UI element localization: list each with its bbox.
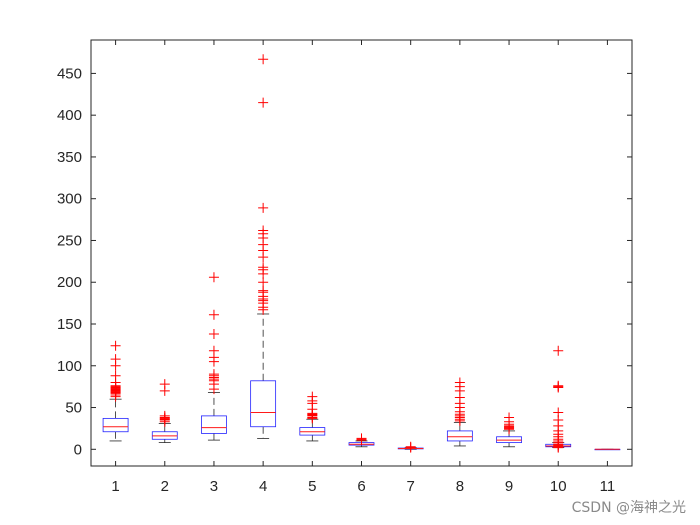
- x-tick-label: 5: [308, 478, 316, 495]
- outlier-marker: [208, 309, 219, 320]
- x-tick-label: 11: [600, 478, 616, 495]
- y-tick-label: 50: [65, 400, 82, 417]
- box-group-10: [545, 345, 572, 453]
- box-group-9: [496, 412, 522, 448]
- outlier-marker: [159, 410, 170, 421]
- box-group-6: [348, 433, 375, 448]
- x-tick-label: 3: [210, 478, 218, 495]
- box-group-7: [397, 441, 424, 453]
- y-tick-label: 450: [57, 65, 82, 82]
- outlier-marker: [258, 262, 269, 273]
- plot-frame: [90, 39, 633, 467]
- y-tick-label: 0: [74, 441, 82, 458]
- y-tick-label: 200: [57, 274, 82, 291]
- box-group-8: [446, 377, 473, 447]
- box-group-1: [102, 340, 129, 442]
- outlier-marker: [553, 345, 564, 356]
- outlier-marker: [504, 412, 515, 423]
- outlier-marker: [110, 370, 121, 381]
- outlier-marker: [258, 277, 269, 288]
- outlier-marker: [553, 407, 564, 418]
- y-tick-label: 150: [57, 316, 82, 333]
- outlier-marker: [258, 285, 269, 296]
- box-group-5: [299, 391, 326, 442]
- outlier-marker: [110, 354, 121, 365]
- outlier-marker: [208, 272, 219, 283]
- x-tick-label: 10: [550, 478, 567, 495]
- y-tick-label: 350: [57, 149, 82, 166]
- outlier-marker: [110, 340, 121, 351]
- outlier-marker: [405, 441, 416, 452]
- x-tick-label: 1: [111, 478, 119, 495]
- y-tick-label: 400: [57, 107, 82, 124]
- outlier-marker: [258, 225, 269, 236]
- box-group-2: [151, 379, 178, 444]
- y-tick-label: 300: [57, 191, 82, 208]
- outlier-marker: [258, 54, 269, 65]
- outlier-marker: [258, 202, 269, 213]
- y-tick-label: 100: [57, 358, 82, 375]
- outlier-marker: [208, 345, 219, 356]
- box: [102, 417, 129, 433]
- outlier-marker: [208, 329, 219, 340]
- outlier-marker: [208, 369, 219, 380]
- box-layer: [102, 54, 621, 453]
- y-tick-label: 250: [57, 232, 82, 249]
- box-group-11: [594, 448, 621, 451]
- watermark: CSDN @海神之光: [571, 500, 686, 516]
- x-tick-label: 9: [505, 478, 513, 495]
- x-tick-label: 6: [357, 478, 365, 495]
- outlier-marker: [553, 380, 564, 391]
- box-group-3: [201, 272, 227, 441]
- y-axis: 0 50 100 150 200 250 300 350 400 450: [57, 65, 632, 458]
- x-tick-label: 7: [407, 478, 415, 495]
- outlier-marker: [356, 433, 367, 444]
- box-group-4: [250, 54, 277, 439]
- x-axis: 1 2 3 4 5 6 7 8 9 10 11: [111, 40, 615, 495]
- outlier-marker: [159, 379, 170, 390]
- x-tick-label: 8: [456, 478, 464, 495]
- box: [446, 430, 473, 442]
- box: [250, 380, 277, 428]
- outlier-marker: [454, 377, 465, 388]
- outlier-marker: [258, 97, 269, 108]
- outlier-marker: [307, 391, 318, 402]
- x-tick-label: 4: [259, 478, 267, 495]
- x-tick-label: 2: [161, 478, 169, 495]
- box: [201, 415, 227, 434]
